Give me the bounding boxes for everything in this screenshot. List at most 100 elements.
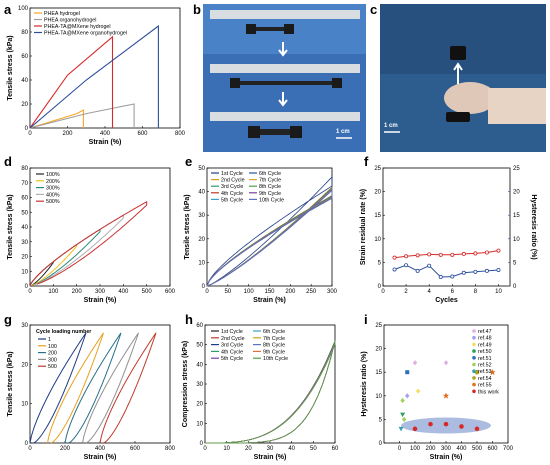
chart-panel-h: 0 10 20 30 40 50 60 0 10 20 30 40 50 60 Strain (%) Comp… [182, 323, 339, 461]
y-tick-label: 30 [21, 240, 28, 246]
y-right-axis-label: Hysteresis ratio (%) [530, 194, 537, 259]
y-tick-label: 100 [18, 6, 29, 12]
y-tick-label: 20 [21, 102, 28, 108]
legend-entry: 100% [46, 172, 60, 178]
series-point [484, 268, 489, 273]
y-tick-label: 40 [21, 78, 28, 84]
x-tick-label: 6 [451, 289, 455, 295]
data-point [459, 424, 464, 429]
legend-entry: PHEA organohydrogel [44, 18, 96, 24]
legend-title: Cycle loading number [36, 329, 91, 335]
series-point [427, 263, 432, 268]
series-point [415, 268, 420, 273]
series-point [473, 251, 478, 256]
data-point [400, 412, 406, 418]
x-tick-label: 400 [118, 289, 129, 295]
y-tick-label: 10 [198, 260, 205, 266]
y-tick-label: 30 [21, 323, 28, 329]
x-tick-label: 600 [130, 446, 141, 452]
x-tick-label: 600 [137, 131, 148, 137]
x-tick-label: 4 [428, 289, 432, 295]
y-tick-label: 50 [21, 210, 28, 216]
x-tick-label: 200 [60, 446, 71, 452]
y-tick-label: 0 [25, 284, 29, 290]
legend-marker [472, 356, 476, 360]
legend-entry: 10th Cycle [263, 356, 288, 362]
y-tick-label: 60 [21, 54, 28, 60]
series-point [415, 253, 420, 258]
x-tick-label: 50 [224, 289, 231, 295]
x-tick-label: 400 [95, 446, 106, 452]
legend-entry: ref.50 [478, 349, 492, 355]
series-point [404, 263, 409, 268]
x-tick-label: 0 [28, 289, 32, 295]
series-point [438, 275, 443, 280]
series-line [206, 188, 333, 287]
legend-marker [472, 342, 476, 347]
y-axis-label: Tensile stress (kPa) [184, 194, 191, 259]
panel-letter-b: b [193, 2, 201, 17]
series-line [206, 189, 333, 287]
legend-entry: ref.49 [478, 342, 492, 348]
x-axis-label: Strain (%) [84, 297, 117, 304]
series-line [29, 243, 78, 287]
x-tick-label: 20 [245, 446, 252, 452]
legend-marker [472, 329, 476, 333]
legend-entry: 4th Cycle [221, 191, 243, 197]
panel-letter-i: i [364, 312, 368, 327]
x-tick-label: 100 [48, 289, 59, 295]
data-point [489, 369, 496, 376]
chart-panel-d: 0 100 200 300 400 500 600 0 10 20 30 40 50 60 70 80 Stra… [7, 166, 176, 304]
series-point [496, 267, 501, 272]
x-tick-label: 50 [310, 446, 317, 452]
legend-marker [472, 369, 476, 374]
x-tick-label: 0 [205, 289, 209, 295]
panel-letter-a: a [4, 2, 12, 17]
series-point [450, 252, 455, 257]
y-tick-label: 80 [21, 30, 28, 36]
legend-entry: ref.54 [478, 376, 492, 382]
legend-entry: this work [478, 389, 499, 395]
y-tick-label: 0 [25, 126, 29, 132]
legend-entry: 9th Cycle [259, 191, 281, 197]
x-axis-label: Strain (%) [89, 139, 122, 146]
scale-bar-label-b: 1 cm [336, 129, 350, 135]
x-axis-label: Strain (%) [253, 297, 286, 304]
legend-entry: 3rd Cycle [221, 343, 243, 349]
legend-marker [472, 349, 476, 353]
y-tick-label: 0 [25, 441, 29, 447]
y-right-tick-label: 5 [513, 260, 517, 266]
data-point [398, 426, 404, 432]
x-tick-label: 0 [203, 446, 207, 452]
series-line [394, 264, 499, 278]
series-line [29, 24, 159, 129]
legend-entry: PHEA hydrogel [44, 11, 80, 17]
series-line [205, 340, 336, 444]
y-tick-label: 5 [378, 260, 382, 266]
series-line [29, 103, 135, 129]
data-point [428, 421, 433, 427]
x-axis-label: Cycles [435, 297, 458, 304]
legend-entry: 100 [48, 344, 57, 350]
data-point [443, 421, 449, 427]
series-point [473, 269, 478, 274]
legend-entry: 500 [48, 364, 57, 370]
legend-marker [472, 382, 476, 387]
y-tick-label: 15 [375, 370, 382, 376]
series-point [450, 274, 455, 279]
series-line [206, 187, 333, 287]
series-line [206, 176, 333, 287]
y-tick-label: 50 [198, 166, 205, 172]
y-tick-label: 40 [21, 225, 28, 231]
legend-entry: 300 [48, 357, 57, 363]
x-tick-label: 100 [410, 446, 421, 452]
x-tick-label: 200 [62, 131, 73, 137]
y-tick-label: 70 [21, 181, 28, 187]
y-tick-label: 30 [198, 213, 205, 219]
x-tick-label: 400 [100, 131, 111, 137]
legend-entry: PHEA-TA@MXene hydrogel [44, 24, 111, 30]
y-tick-label: 20 [21, 362, 28, 368]
y-right-tick-label: 15 [513, 213, 520, 219]
legend-marker [472, 376, 476, 380]
